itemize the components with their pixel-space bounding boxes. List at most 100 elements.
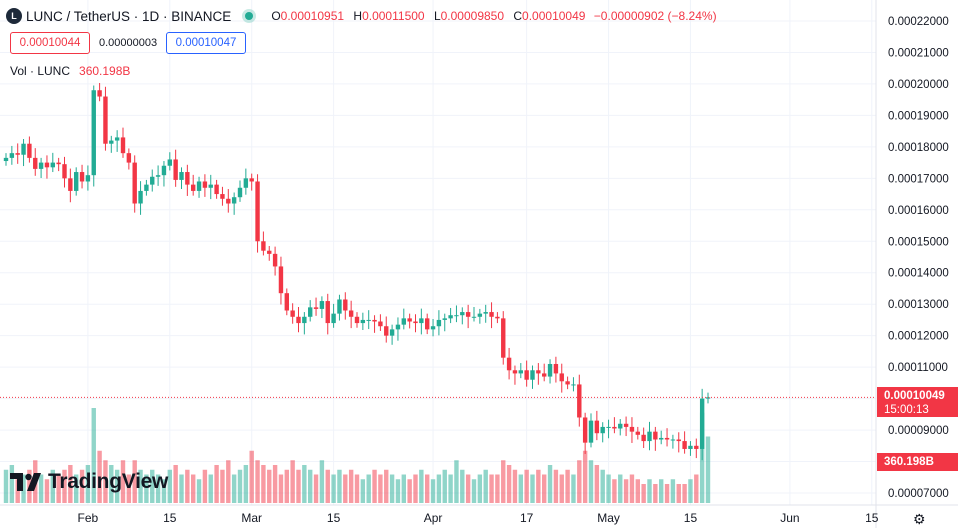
volume-bar [688,479,693,503]
low-value: 0.00009850 [440,9,505,23]
volume-bar [442,469,447,503]
candle-body [407,318,412,322]
time-axis[interactable]: Feb 15 Mar 15 Apr 17 May 15 Jun 15 [78,511,879,525]
volume-bar [319,460,325,503]
candle-body [612,426,617,429]
candle-body [290,310,295,317]
volume-bar [378,474,383,503]
candle-body [688,445,693,449]
volume-bar [278,474,284,503]
volume-bar [120,460,126,503]
volume-bar [524,469,529,503]
tradingview-logo[interactable]: TradingView [10,470,168,494]
volume-bars [3,408,711,503]
candle-body [33,157,38,169]
candle-body [278,266,284,294]
volume-bar [465,474,471,503]
volume-legend[interactable]: Vol · LUNC 360.198B [10,64,130,78]
candle-body [56,162,61,165]
volume-bar [401,474,406,503]
volume-bar [647,479,652,503]
candle-body [85,175,91,182]
volume-bar [588,460,594,503]
price-tick-label: 0.00016000 [888,205,949,217]
candle-body [629,426,635,432]
price-tick-label: 0.00022000 [888,16,949,28]
volume-bar [167,469,172,503]
volume-bar [290,460,295,503]
volume-bar [261,465,266,503]
candle-body [506,357,512,371]
candle-body [524,370,529,380]
volume-bar [226,460,231,503]
candle-body [237,187,243,198]
price-tick-label: 0.00021000 [888,47,949,59]
candle-body [512,370,518,374]
volume-bar [179,474,184,503]
volume-bar [606,474,611,503]
volume-bar [243,465,249,503]
buy-price-button[interactable]: 0.00010047 [166,32,246,54]
volume-bar [50,469,55,503]
candle-body [483,312,488,314]
candle-body [442,318,447,320]
candle-body [79,172,85,182]
chart-title[interactable]: LUNC / TetherUS · 1D · BINANCE [26,8,232,24]
candle-body [641,434,646,442]
time-tick-label: 15 [865,511,879,525]
volume-bar [471,479,477,503]
candle-body [331,313,336,324]
volume-bar [331,474,336,503]
volume-bar [161,479,167,503]
volume-bar [237,469,243,503]
price-axis[interactable]: 0.00022000 0.00021000 0.00020000 0.00019000… [888,16,949,500]
volume-value: 360.198B [79,64,131,78]
candle-body [448,315,453,319]
volume-bar [144,474,149,503]
price-tick-label: 0.00020000 [888,79,949,91]
volume-bar [536,469,541,503]
candle-body [430,326,436,330]
volume-bar [460,469,465,503]
spread-value: 0.00000003 [99,37,158,49]
volume-bar [173,465,178,503]
volume-bar [495,474,500,503]
settings-gear-icon[interactable]: ⚙ [913,511,926,527]
volume-bar [337,469,342,503]
volume-bar [501,460,506,503]
candle-body [38,162,44,169]
candle-body [220,194,225,199]
candle-body [553,363,559,374]
volume-bar [208,474,213,503]
candle-body [91,90,96,176]
candle-body [27,143,32,158]
volume-bar [97,450,102,503]
sell-price-button[interactable]: 0.00010044 [10,32,90,54]
open-key: O [271,9,281,23]
candle-body [694,445,699,449]
volume-bar [360,479,366,503]
close-value: 0.00010049 [522,9,586,23]
low-key: L [433,9,441,23]
volume-bar [448,474,453,503]
market-open-status-icon [245,12,254,20]
volume-bar [9,465,15,503]
candle-body [74,172,79,191]
candle-body [302,316,307,324]
candle-body [588,420,594,443]
volume-bar [454,460,459,503]
candle-body [600,426,605,434]
candle-body [261,241,266,251]
candle-body [395,324,401,330]
candle-body [272,253,278,267]
tradingview-logo-icon [10,473,41,491]
candle-body [226,198,231,204]
volume-bar [419,469,424,503]
candle-body [577,384,582,418]
candle-body [138,190,143,204]
price-tick-label: 0.00014000 [888,268,949,280]
candle-body [682,441,687,449]
time-tick-label: Jun [780,511,799,525]
candle-body [618,423,623,429]
